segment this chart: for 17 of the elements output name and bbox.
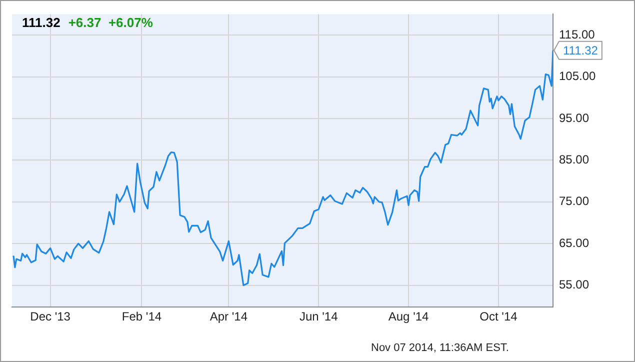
y-tick-label: 75.00 [559, 194, 590, 208]
chart-title: 111.32 [22, 15, 60, 30]
y-tick-label: 65.00 [559, 236, 590, 250]
x-tick-label: Apr '14 [210, 310, 248, 324]
x-tick-label: Aug '14 [388, 310, 430, 324]
y-tick-label: 95.00 [559, 110, 590, 125]
x-tick-label: Feb '14 [122, 310, 162, 324]
x-tick-label: Oct '14 [480, 310, 518, 324]
chart-subtitle: +6.37 +6.07% [68, 15, 153, 30]
y-tick-label: 85.00 [559, 152, 590, 166]
x-tick-label: Jun '14 [299, 310, 338, 324]
y-tick-label: 115.00 [559, 27, 596, 42]
x-tick-label: Dec '13 [30, 310, 71, 324]
annotation: 111.32 [563, 44, 598, 58]
y-tick-label: 105.00 [559, 69, 596, 84]
text: Nov 07 2014, 11:36AM EST. [371, 342, 509, 354]
y-tick-label: 55.00 [559, 278, 590, 292]
